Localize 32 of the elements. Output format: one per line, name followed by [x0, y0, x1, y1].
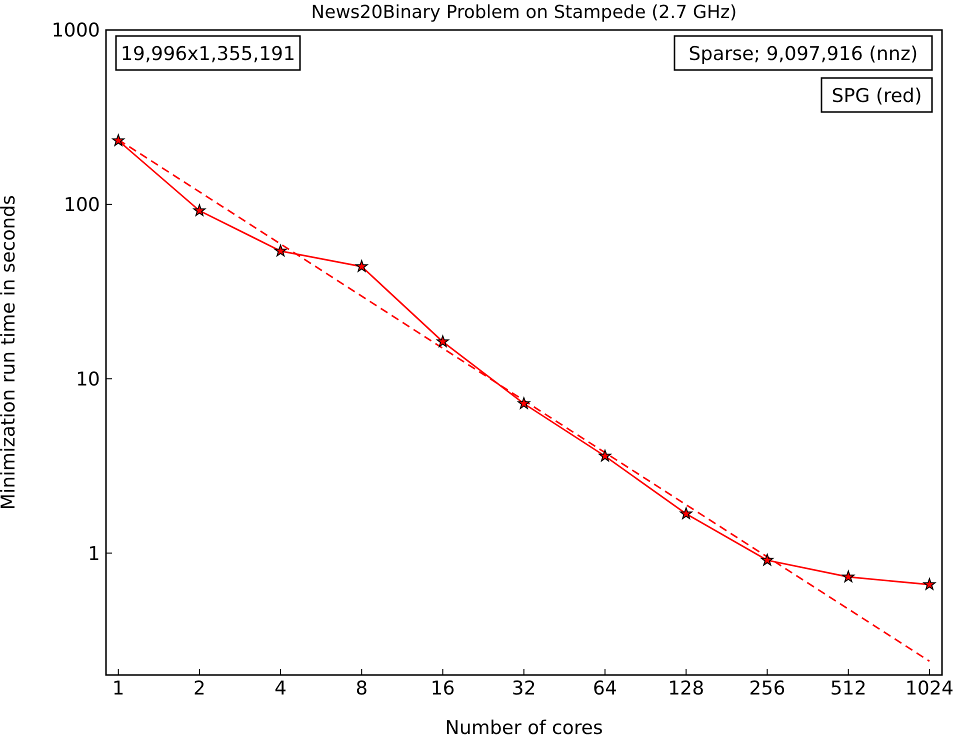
point: [274, 244, 287, 256]
chart-title: News20Binary Problem on Stampede (2.7 GHz): [310, 2, 738, 23]
x-axis-title: Number of cores: [445, 717, 603, 738]
x-tick-label: 16: [430, 677, 455, 700]
point: [842, 570, 855, 582]
y-tick-label: 1000: [52, 20, 100, 42]
point: [193, 204, 206, 216]
annotation: 19,996x1,355,191: [120, 43, 296, 65]
point: [112, 134, 125, 146]
annotation: SPG (red): [832, 85, 922, 107]
y-axis-title: Minimization run time in seconds: [0, 195, 20, 510]
x-tick-label: 8: [356, 677, 368, 700]
point: [923, 578, 936, 590]
y-tick-label: 1: [88, 542, 100, 565]
x-tick-label: 32: [512, 677, 536, 700]
point: [761, 554, 774, 566]
x-tick-label: 512: [830, 677, 866, 700]
annotation: Sparse; 9,097,916 (nnz): [688, 43, 918, 65]
x-tick-label: 1024: [905, 677, 954, 700]
point: [598, 450, 612, 462]
x-tick-label: 128: [668, 677, 704, 700]
point: [680, 507, 692, 520]
x-tick-label: 256: [749, 677, 786, 700]
x-tick-label: 64: [592, 677, 618, 700]
point: [355, 260, 368, 272]
x-tick-label: 1: [112, 677, 124, 700]
y-tick-label: 100: [64, 194, 100, 216]
x-tick-label: 4: [274, 677, 287, 700]
point: [436, 335, 449, 348]
y-tick-label: 10: [76, 368, 100, 390]
x-tick-label: 2: [193, 677, 206, 700]
point: [518, 397, 530, 409]
